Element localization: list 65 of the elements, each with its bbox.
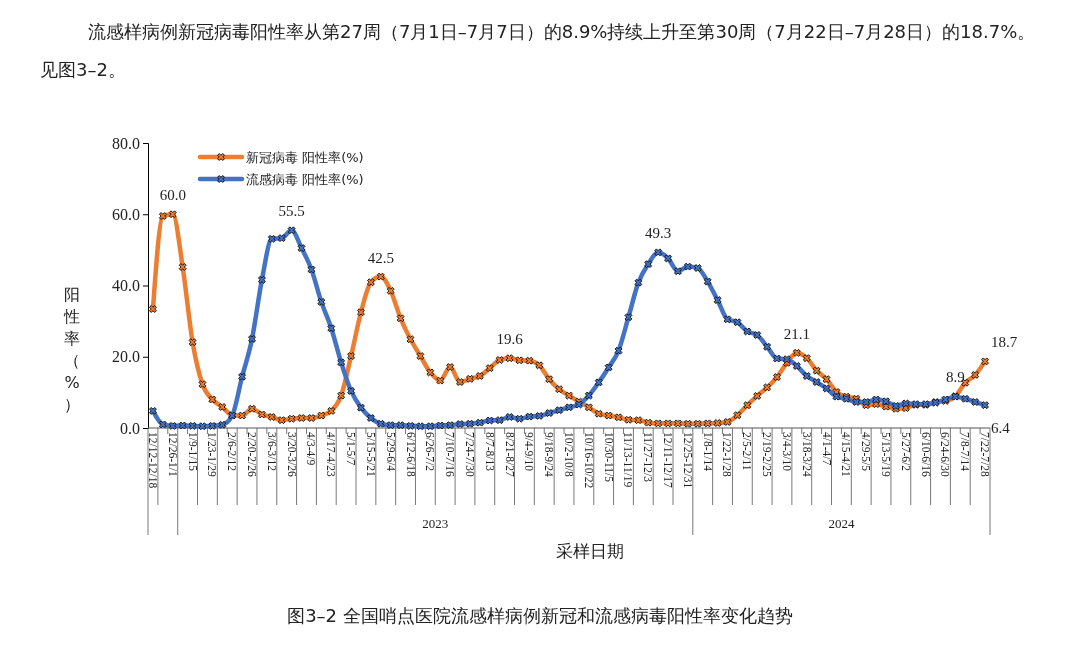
- data-label: 19.6: [496, 331, 524, 348]
- x-tick-label: 5/1-5/7: [345, 432, 358, 466]
- x-tick-label: 8/7-8/13: [483, 432, 496, 472]
- x-tick-label: 8/21-8/27: [503, 432, 516, 477]
- chart-subtitle: 流感样病例新冠病毒阳性率从第27周（7月1日–7月7日）的8.9%持续上升至第30周（7月22日–7月28日）的18.7%。见图3–2。: [40, 21, 1036, 80]
- x-tick-label: 11/13-11/19: [622, 432, 635, 488]
- data-label: 60.0: [159, 187, 186, 204]
- x-tick-label: 2/19-2/25: [761, 432, 774, 477]
- x-axis-title: 采样日期: [556, 541, 624, 561]
- x-tick-label: 7/10-7/16: [444, 432, 457, 477]
- text: 2023: [422, 516, 449, 531]
- x-tick-label: 10/16-10/22: [582, 432, 595, 489]
- x-tick-label: 6/10-6/16: [919, 432, 932, 477]
- x-tick-label: 7/8-7/14: [959, 432, 972, 472]
- x-tick-label: 1/8-1/14: [701, 432, 714, 472]
- x-tick-label: 10/2-10/8: [563, 432, 575, 477]
- x-tick-label: 5/29-6/4: [384, 432, 397, 472]
- x-tick-label: 7/22-7/28: [979, 432, 992, 477]
- y-tick-label: 40.0: [112, 277, 140, 295]
- y-tick-label: 80.0: [112, 134, 140, 152]
- x-tick-label: 3/4-3/10: [780, 432, 793, 472]
- data-label: 18.7: [991, 334, 1018, 351]
- y-tick-label: 0.0: [120, 419, 140, 437]
- x-tick-label: 2/5-2/11: [741, 432, 754, 471]
- data-label: 55.5: [278, 203, 305, 220]
- x-tick-label: 9/18-9/24: [543, 432, 556, 477]
- y-tick-label: 20.0: [112, 348, 140, 366]
- x-tick-label: 6/12-6/18: [404, 432, 417, 477]
- x-tick-label: 5/27-6/2: [899, 432, 912, 472]
- x-tick-label: 3/20-3/26: [285, 432, 298, 477]
- data-label: 6.4: [991, 420, 1011, 437]
- x-tick-label: 4/3-4/9: [305, 432, 318, 466]
- x-tick-label: 4/15-4/21: [840, 432, 853, 477]
- y-tick-label: 60.0: [112, 205, 140, 223]
- x-tick-label: 3/6-3/12: [265, 432, 278, 472]
- legend-label: 新冠病毒 阳性率(%): [246, 150, 364, 165]
- x-tick-label: 10/30-11/5: [602, 432, 615, 483]
- x-tick-label: 6/26-7/2: [424, 432, 437, 472]
- x-tick-label: 5/13-5/19: [879, 432, 892, 477]
- x-tick-label: 7/24-7/30: [463, 432, 476, 477]
- x-tick-label: 11/27-12/3: [642, 432, 655, 483]
- x-tick-label: 12/25-12/31: [681, 432, 694, 489]
- x-tick-label: 12/26-1/1: [166, 432, 179, 477]
- data-label: 49.3: [645, 225, 672, 242]
- x-tick-label: 6/24-6/30: [939, 432, 952, 477]
- x-tick-label: 5/15-5/21: [364, 432, 377, 477]
- x-tick-label: 12/12-12/18: [146, 432, 159, 489]
- x-tick-label: 1/23-1/29: [206, 432, 219, 477]
- x-tick-label: 3/18-3/24: [800, 432, 813, 477]
- x-tick-label: 2/20-2/26: [246, 432, 259, 477]
- x-tick-label: 1/9-1/15: [186, 432, 199, 472]
- data-label: 8.9: [945, 369, 965, 386]
- x-tick-label: 1/22-1/28: [721, 432, 734, 477]
- x-tick-label: 4/29-5/5: [860, 432, 873, 472]
- x-tick-label: 2/6-2/12: [226, 432, 239, 472]
- x-tick-label: 9/4-9/10: [523, 432, 536, 472]
- x-tick-label: 12/11-12/17: [662, 432, 675, 489]
- data-label: 42.5: [367, 249, 394, 266]
- y-axis-title: 阳性率（%）: [63, 285, 80, 414]
- x-tick-label: 4/1-4/7: [820, 432, 833, 466]
- data-label: 21.1: [783, 325, 810, 342]
- legend-label: 流感病毒 阳性率(%): [246, 172, 364, 187]
- text: 2024: [828, 516, 855, 531]
- x-tick-label: 4/17-4/23: [325, 432, 338, 477]
- text: 图3–2 全国哨点医院流感样病例新冠和流感病毒阳性率变化趋势: [287, 605, 793, 626]
